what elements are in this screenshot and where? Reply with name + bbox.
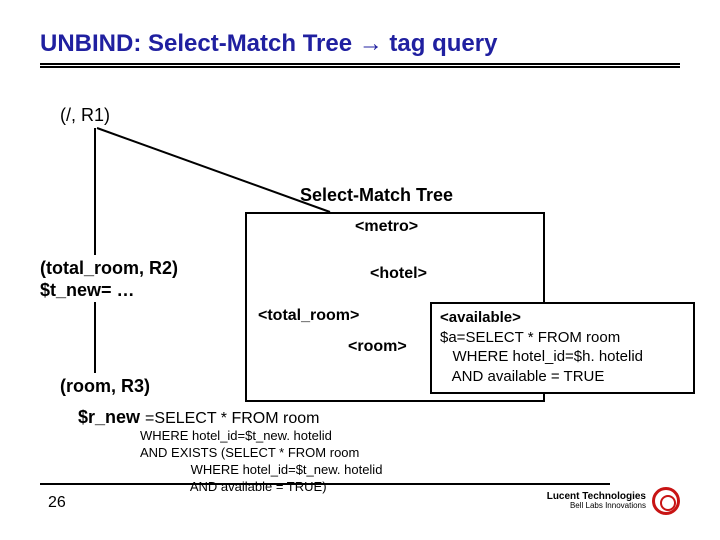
available-box: <available> $a=SELECT * FROM room WHERE … bbox=[430, 302, 695, 394]
total-room-r2-label: (total_room, R2) bbox=[40, 258, 178, 279]
title-underline bbox=[40, 63, 680, 68]
lucent-logo: Lucent Technologies Bell Labs Innovation… bbox=[547, 487, 680, 515]
metro-node: <metro> bbox=[355, 218, 418, 236]
lucent-ring-icon bbox=[652, 487, 680, 515]
root-node: (/, R1) bbox=[60, 105, 110, 126]
total-room-node: <total_room> bbox=[258, 307, 359, 325]
slide-title: UNBIND: Select-Match Tree → tag query bbox=[40, 30, 680, 58]
select-match-tree-label: Select-Match Tree bbox=[300, 185, 453, 206]
page-number: 26 bbox=[48, 494, 66, 512]
room-node: <room> bbox=[348, 338, 407, 356]
rnew-where-block: WHERE hotel_id=$t_new. hotelid AND EXIST… bbox=[140, 428, 382, 496]
tnew-label: $t_new= … bbox=[40, 280, 135, 301]
room-r3-label: (room, R3) bbox=[60, 376, 150, 397]
hotel-node: <hotel> bbox=[370, 265, 427, 283]
rnew-query: $r_new =SELECT * FROM room bbox=[78, 407, 319, 428]
footer-divider bbox=[40, 483, 610, 485]
